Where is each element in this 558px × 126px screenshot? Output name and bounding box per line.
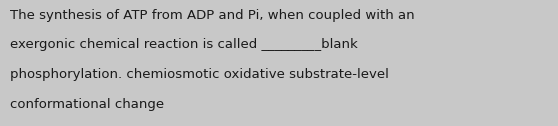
Text: The synthesis of ATP from ADP and Pi, when coupled with an: The synthesis of ATP from ADP and Pi, wh… xyxy=(10,9,415,22)
Text: conformational change: conformational change xyxy=(10,98,164,111)
Text: exergonic chemical reaction is called _________blank: exergonic chemical reaction is called __… xyxy=(10,38,358,51)
Text: phosphorylation. chemiosmotic oxidative substrate-level: phosphorylation. chemiosmotic oxidative … xyxy=(10,68,389,81)
